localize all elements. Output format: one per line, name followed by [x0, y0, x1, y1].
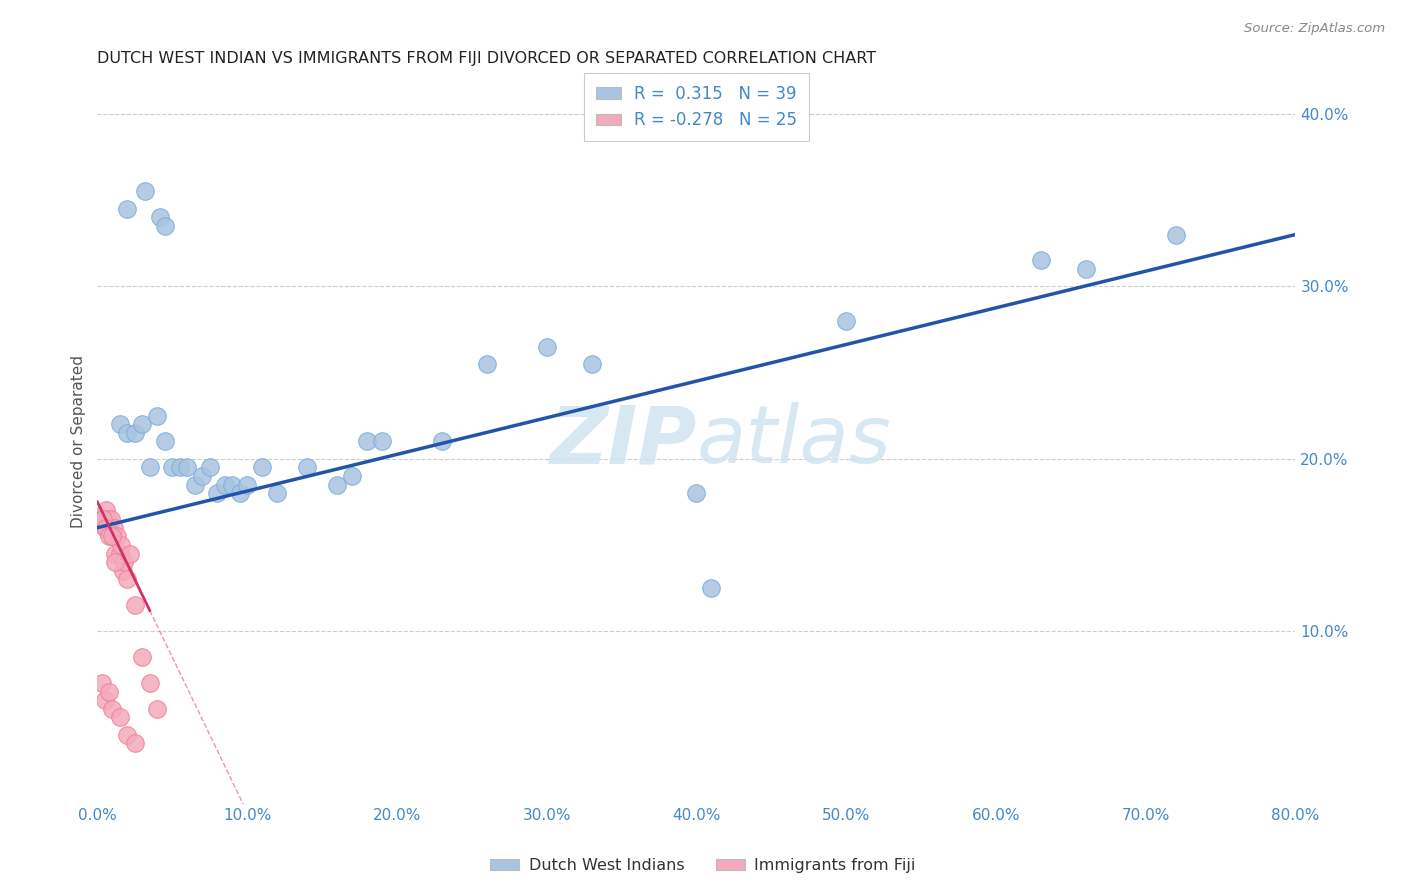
Point: [104, 555, 127, 569]
Point: [98, 529, 121, 543]
Point: [685, 486, 707, 500]
Point: [108, 417, 131, 432]
Point: [340, 469, 363, 483]
Point: [101, 529, 124, 543]
Point: [221, 477, 243, 491]
Point: [430, 434, 453, 449]
Point: [104, 547, 127, 561]
Point: [112, 555, 135, 569]
Point: [101, 702, 124, 716]
Y-axis label: Divorced or Separated: Divorced or Separated: [72, 355, 86, 528]
Point: [124, 736, 146, 750]
Point: [169, 460, 191, 475]
Point: [153, 434, 176, 449]
Point: [160, 460, 183, 475]
Point: [228, 486, 250, 500]
Point: [250, 460, 273, 475]
Point: [96, 503, 118, 517]
Point: [536, 340, 558, 354]
Point: [191, 469, 214, 483]
Point: [134, 185, 156, 199]
Point: [120, 547, 142, 561]
Point: [111, 564, 134, 578]
Point: [117, 573, 139, 587]
Point: [356, 434, 378, 449]
Point: [131, 650, 153, 665]
Point: [371, 434, 394, 449]
Point: [326, 477, 349, 491]
Point: [176, 460, 198, 475]
Text: DUTCH WEST INDIAN VS IMMIGRANTS FROM FIJI DIVORCED OR SEPARATED CORRELATION CHAR: DUTCH WEST INDIAN VS IMMIGRANTS FROM FIJ…: [97, 51, 876, 66]
Point: [198, 460, 221, 475]
Point: [96, 521, 118, 535]
Point: [100, 512, 122, 526]
Point: [581, 357, 603, 371]
Point: [295, 460, 318, 475]
Point: [149, 211, 172, 225]
Point: [94, 521, 117, 535]
Text: Source: ZipAtlas.com: Source: ZipAtlas.com: [1244, 22, 1385, 36]
Point: [266, 486, 288, 500]
Point: [214, 477, 236, 491]
Point: [1074, 262, 1097, 277]
Point: [98, 684, 121, 698]
Point: [101, 529, 124, 543]
Point: [124, 599, 146, 613]
Point: [117, 728, 139, 742]
Point: [205, 486, 228, 500]
Text: ZIP: ZIP: [548, 402, 696, 481]
Point: [90, 676, 112, 690]
Point: [98, 521, 121, 535]
Point: [94, 693, 117, 707]
Legend: Dutch West Indians, Immigrants from Fiji: Dutch West Indians, Immigrants from Fiji: [484, 852, 922, 880]
Point: [108, 547, 131, 561]
Point: [117, 425, 139, 440]
Point: [835, 314, 858, 328]
Point: [183, 477, 205, 491]
Point: [97, 512, 120, 526]
Point: [110, 538, 132, 552]
Point: [105, 529, 128, 543]
Point: [90, 512, 112, 526]
Point: [1029, 253, 1052, 268]
Point: [93, 512, 115, 526]
Point: [475, 357, 498, 371]
Point: [1164, 227, 1187, 242]
Point: [139, 676, 162, 690]
Point: [146, 409, 169, 423]
Point: [146, 702, 169, 716]
Point: [117, 202, 139, 216]
Point: [139, 460, 162, 475]
Text: atlas: atlas: [696, 402, 891, 481]
Point: [131, 417, 153, 432]
Legend: R =  0.315   N = 39, R = -0.278   N = 25: R = 0.315 N = 39, R = -0.278 N = 25: [583, 73, 808, 141]
Point: [700, 581, 723, 595]
Point: [124, 425, 146, 440]
Point: [108, 710, 131, 724]
Point: [236, 477, 259, 491]
Point: [153, 219, 176, 233]
Point: [103, 521, 125, 535]
